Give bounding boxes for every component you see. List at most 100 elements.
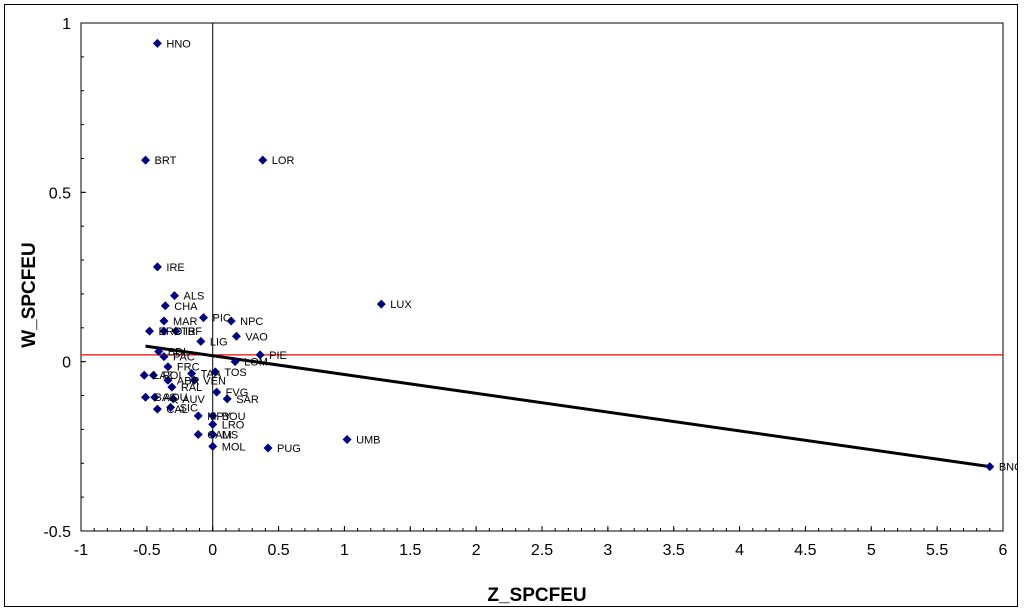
x-tick-label: 3 [603,542,612,559]
data-point-umb [342,435,352,445]
x-tick-label: 5 [867,542,876,559]
data-point-lom [230,357,240,367]
data-point-frc [163,362,173,372]
data-point-cha [160,301,170,311]
data-point-sar [222,394,232,404]
point-label-sar: SAR [236,394,259,406]
x-tick-label: 2 [472,542,481,559]
data-point-ero [144,326,154,336]
x-tick-label: 5.5 [926,542,948,559]
x-tick-label: 4.5 [794,542,816,559]
point-label-ire: IRE [166,262,184,274]
point-label-bdl: BDL [168,347,189,359]
data-point-pac [159,352,169,362]
point-label-mar: MAR [173,316,198,328]
point-label-sic: SIC [180,402,198,414]
x-axis-title: Z_SPCFEU [487,585,587,606]
data-point-lux [376,299,386,309]
point-label-lro: LRO [222,419,245,431]
x-tick-label: 6 [999,542,1008,559]
point-label-npc: NPC [240,316,263,328]
data-point-auv [168,394,178,404]
y-axis-title: W_SPCFEU [19,242,40,348]
point-label-lig: LIG [210,336,228,348]
point-label-ibf: IBF [185,326,202,338]
data-point-lro [208,419,218,429]
x-tick-label: 2.5 [531,542,553,559]
point-label-abr: ABR [177,375,200,387]
chart-frame: -1 -0.5 0 0.5 1 1.5 2 2.5 3 3.5 4 4.5 5 5.5 6 -0.5 0 0.5 1… [4,4,1018,607]
data-point-mol [208,441,218,451]
x-tick-label: 0 [208,542,217,559]
data-point-cal [152,404,162,414]
x-tick-label: -1 [74,542,88,559]
data-point-mar [159,316,169,326]
point-label-bno: BNO [999,462,1017,474]
data-point-pug [263,443,273,453]
point-label-laz: LAZ [153,370,173,382]
data-point-hno [152,38,162,48]
data-point-bas [141,392,151,402]
data-point-vao [231,331,241,341]
point-label-mol: MOL [222,441,246,453]
data-point-bou [208,411,218,421]
data-point-taa [187,369,197,379]
point-label-umb: UMB [356,435,380,447]
point-label-lor: LOR [272,155,295,167]
point-label-mpy: MPY [207,411,232,423]
data-point-ire [152,262,162,272]
point-label-lom: LOM [244,357,268,369]
point-label-auv: AUV [182,394,205,406]
data-point-lor [258,155,268,165]
data-point-ral [167,382,177,392]
point-label-cal: CAL [166,404,187,416]
point-label-pug: PUG [277,443,301,455]
point-label-fvg: FVG [226,387,249,399]
data-point-lig [196,336,206,346]
data-point-pic [198,313,208,323]
point-label-pac: PAC [173,352,195,364]
scatter-plot: -1 -0.5 0 0.5 1 1.5 2 2.5 3 3.5 4 4.5 5 5.5 6-0.500.51… [43,16,1017,559]
data-point-bno [985,462,995,472]
plot-area [80,22,1004,532]
x-tick-label: 1.5 [399,542,421,559]
point-label-brt: BRT [155,155,177,167]
point-label-als: ALS [184,291,205,303]
point-label-pie: PIE [269,350,287,362]
data-point-abr [163,375,173,385]
x-tick-label: 0.5 [267,542,289,559]
point-label-pic: PIC [212,313,230,325]
x-tick-label: -0.5 [133,542,161,559]
x-tick-label: 4 [735,542,744,559]
data-point-poi [148,370,158,380]
y-tick-label: 0.5 [49,185,71,202]
point-label-ctr: CTR [173,326,196,338]
point-label-vao: VAO [245,331,268,343]
data-point-sic [166,402,176,412]
data-point-als [170,291,180,301]
y-tick-label: -0.5 [43,524,71,541]
data-point-laz [139,370,149,380]
x-tick-label: 1 [340,542,349,559]
data-point-bdl [154,347,164,357]
point-label-aqu: AQU [164,392,188,404]
point-label-hno: HNO [166,38,191,50]
point-label-cha: CHA [174,301,198,313]
y-tick-label: 0 [62,355,71,372]
data-point-pie [255,350,265,360]
x-tick-label: 3.5 [663,542,685,559]
data-point-cam [193,429,203,439]
point-label-tos: TOS [224,367,246,379]
data-point-fvg [212,387,222,397]
point-label-taa: TAA [201,369,222,381]
point-label-frc: FRC [177,362,200,374]
point-label-ven: VEN [203,375,226,387]
point-label-lux: LUX [390,299,412,311]
data-point-aqu [150,392,160,402]
data-point-brt [141,155,151,165]
data-point-tos [210,367,220,377]
point-label-ral: RAL [181,382,202,394]
data-point-ven [189,375,199,385]
point-label-bas: BAS [155,392,177,404]
point-label-poi: POI [162,370,181,382]
